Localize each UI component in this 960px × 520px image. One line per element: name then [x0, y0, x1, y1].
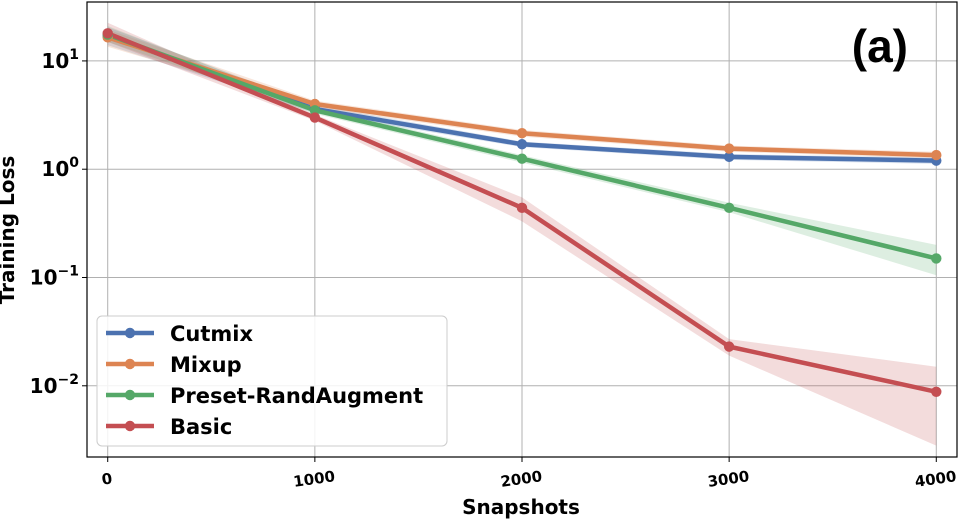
y-tick-label: 10−2	[30, 372, 79, 398]
point-mixup	[516, 128, 528, 139]
legend-box	[96, 315, 448, 447]
legend-marker-preset-randaugment	[124, 389, 136, 401]
y-tick-label: 10−1	[30, 263, 79, 289]
panel-label: (a)	[852, 20, 908, 72]
x-axis-label: Snapshots	[462, 495, 580, 519]
point-mixup	[931, 149, 942, 161]
legend-label-mixup: Mixup	[170, 353, 242, 377]
y-axis-label: Training Loss	[0, 156, 19, 305]
legend-marker-basic	[124, 420, 136, 432]
legend-marker-cutmix	[124, 327, 136, 339]
point-cutmix	[516, 139, 528, 150]
legend-label-preset-randaugment: Preset-RandAugment	[170, 384, 423, 408]
point-basic	[102, 28, 113, 39]
band-basic	[107, 22, 937, 446]
y-tick-label: 101	[41, 47, 79, 73]
y-tick-label: 100	[41, 155, 79, 181]
point-preset-randaugment	[516, 153, 528, 164]
legend: Cutmix Mixup Preset-RandAugment Basic	[96, 315, 448, 447]
y-tick-labels: 101 100 10−1 10−2	[30, 47, 87, 398]
point-basic	[309, 112, 321, 123]
point-preset-randaugment	[309, 105, 321, 116]
point-preset-randaugment	[723, 202, 735, 214]
x-tick-label: 1000	[292, 467, 336, 491]
point-basic	[516, 202, 528, 214]
grid	[87, 2, 957, 457]
x-tick-labels: 0 1000 2000 3000 4000	[101, 457, 958, 491]
x-tick-label: 3000	[707, 467, 751, 491]
legend-label-cutmix: Cutmix	[170, 322, 253, 346]
point-preset-randaugment	[931, 253, 942, 264]
point-basic	[931, 386, 942, 398]
point-basic	[723, 341, 735, 352]
point-cutmix	[723, 151, 735, 163]
point-mixup	[723, 143, 735, 154]
x-tick-label: 0	[101, 469, 114, 488]
legend-marker-mixup	[124, 358, 136, 370]
series-points	[102, 28, 942, 398]
legend-label-basic: Basic	[170, 415, 232, 439]
x-tick-label: 2000	[499, 467, 543, 491]
x-tick-label: 4000	[914, 467, 958, 491]
